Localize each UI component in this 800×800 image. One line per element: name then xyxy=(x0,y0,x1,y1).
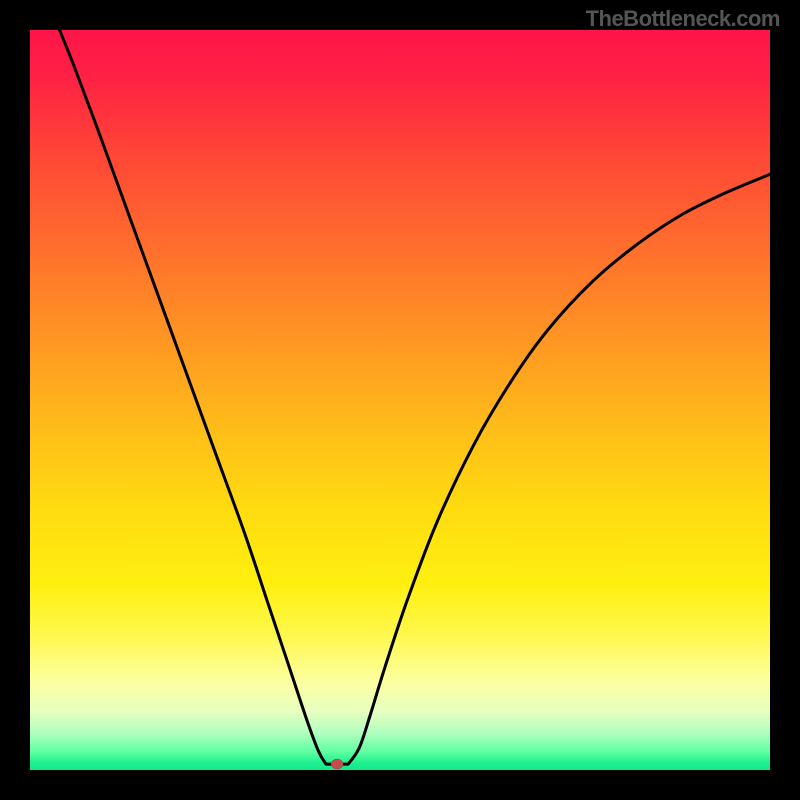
plot-background xyxy=(30,30,770,770)
optimal-point-marker xyxy=(331,759,343,769)
bottleneck-chart xyxy=(0,0,800,800)
chart-container: TheBottleneck.com xyxy=(0,0,800,800)
watermark-text: TheBottleneck.com xyxy=(586,6,780,32)
